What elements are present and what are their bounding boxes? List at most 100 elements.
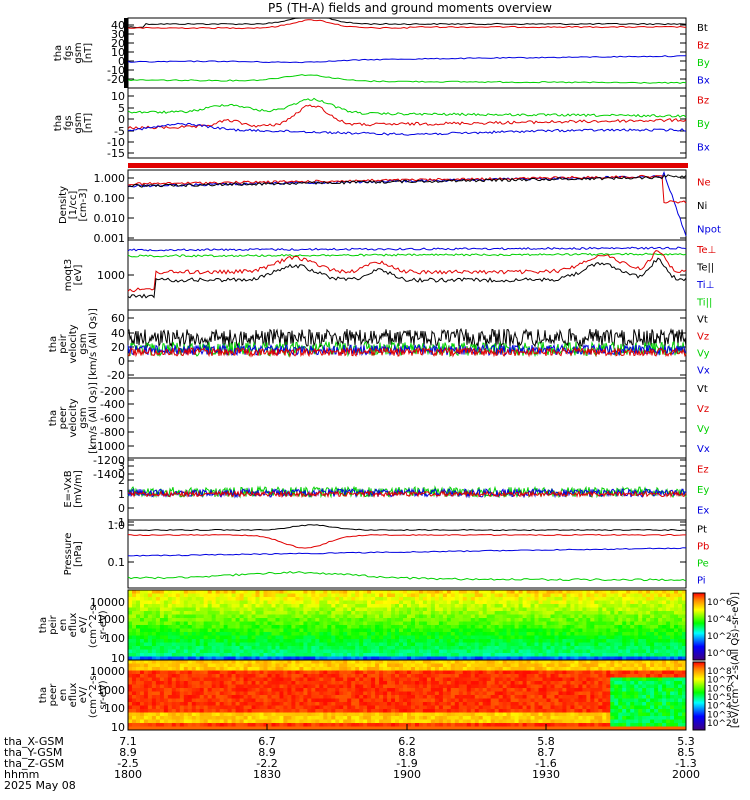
spectrogram-cell <box>331 632 336 636</box>
series-ex <box>127 487 687 499</box>
spectrogram-cell <box>546 642 551 647</box>
spectrogram-cell <box>399 590 404 594</box>
spectrogram-cell <box>666 642 671 647</box>
spectrogram-cell <box>383 639 388 643</box>
spectrogram-cell <box>446 688 452 692</box>
spectrogram-cell <box>132 653 137 657</box>
spectrogram-cell <box>140 723 145 727</box>
spectrogram-cell <box>355 723 360 727</box>
spectrogram-cell <box>510 705 515 710</box>
spectrogram-cell <box>403 702 408 706</box>
spectrogram-cell <box>171 621 177 626</box>
spectrogram-cell <box>187 705 193 710</box>
spectrogram-cell <box>562 642 567 647</box>
spectrogram-cell <box>419 716 424 720</box>
spectrogram-cell <box>446 667 452 671</box>
spectrogram-cell <box>147 691 153 696</box>
spectrogram-cell <box>446 716 452 720</box>
spectrogram-cell <box>151 660 157 664</box>
spectrogram-cell <box>558 628 563 633</box>
spectrogram-cell <box>239 632 244 636</box>
spectrogram-cell <box>263 656 268 661</box>
spectrogram-cell <box>327 702 332 706</box>
spectrogram-cell <box>255 726 260 731</box>
spectrogram-cell <box>375 716 380 720</box>
spectrogram-cell <box>323 681 328 685</box>
spectrogram-cell <box>351 667 356 671</box>
spectrogram-cell <box>359 593 364 598</box>
spectrogram-cell <box>255 607 260 612</box>
spectrogram-cell <box>339 681 344 685</box>
spectrogram-cell <box>646 593 651 598</box>
spectrogram-cell <box>558 618 563 622</box>
spectrogram-cell <box>391 691 396 696</box>
spectrogram-cell <box>538 593 543 598</box>
spectrogram-cell <box>259 726 264 731</box>
spectrogram-cell <box>419 681 424 685</box>
spectrogram-cell <box>279 674 284 678</box>
spectrogram-cell <box>590 628 595 633</box>
spectrogram-cell <box>311 642 316 647</box>
spectrogram-cell <box>498 639 504 643</box>
spectrogram-cell <box>490 684 496 689</box>
spectrogram-cell <box>578 653 583 657</box>
spectrogram-cell <box>255 621 260 626</box>
spectrogram-cell <box>199 695 205 699</box>
spectrogram-cell <box>618 600 623 605</box>
spectrogram-cell <box>203 625 209 629</box>
spectrogram-cell <box>606 621 611 626</box>
spectrogram-cell <box>132 607 137 612</box>
spectrogram-cell <box>630 593 635 598</box>
spectrogram-cell <box>474 698 480 703</box>
spectrogram-cell <box>140 593 145 598</box>
spectrogram-cell <box>211 590 217 594</box>
spectrogram-cell <box>140 684 145 689</box>
spectrogram-cell <box>486 691 492 696</box>
spectrogram-cell <box>251 684 256 689</box>
spectrogram-cell <box>486 670 492 675</box>
spectrogram-cell <box>199 698 205 703</box>
spectrogram-cell <box>319 702 324 706</box>
spectrogram-cell <box>442 656 448 661</box>
spectrogram-cell <box>391 611 396 615</box>
spectrogram-cell <box>247 667 252 671</box>
spectrogram-cell <box>343 723 348 727</box>
y-axis-label: Density <box>58 186 69 224</box>
spectrogram-cell <box>271 681 276 685</box>
spectrogram-cell <box>646 618 651 622</box>
spectrogram-cell <box>399 681 404 685</box>
spectrogram-cell <box>562 632 567 636</box>
spectrogram-cell <box>347 691 352 696</box>
spectrogram-cell <box>263 607 268 612</box>
spectrogram-cell <box>351 663 356 668</box>
spectrogram-cell <box>654 639 659 643</box>
spectrogram-cell <box>179 614 185 619</box>
spectrogram-cell <box>271 677 276 682</box>
spectrogram-cell <box>275 723 280 727</box>
spectrogram-cell <box>299 593 304 598</box>
spectrogram-cell <box>359 670 364 675</box>
spectrogram-cell <box>339 625 344 629</box>
spectrogram-cell <box>422 635 428 640</box>
spectrogram-cell <box>415 604 420 608</box>
spectrogram-cell <box>251 593 256 598</box>
spectrogram-cell <box>167 663 173 668</box>
spectrogram-cell <box>271 656 276 661</box>
spectrogram-cell <box>243 590 248 594</box>
spectrogram-cell <box>422 723 428 727</box>
spectrogram-cell <box>191 691 197 696</box>
spectrogram-cell <box>307 663 312 668</box>
spectrogram-cell <box>351 656 356 661</box>
spectrogram-cell <box>132 670 137 675</box>
spectrogram-cell <box>450 632 456 636</box>
spectrogram-cell <box>227 705 232 710</box>
spectrogram-cell <box>243 684 248 689</box>
spectrogram-cell <box>275 649 280 654</box>
spectrogram-cell <box>255 656 260 661</box>
spectrogram-cell <box>307 656 312 661</box>
spectrogram-cell <box>450 628 456 633</box>
spectrogram-cell <box>343 649 348 654</box>
spectrogram-cell <box>438 649 444 654</box>
spectrogram-cell <box>422 604 428 608</box>
